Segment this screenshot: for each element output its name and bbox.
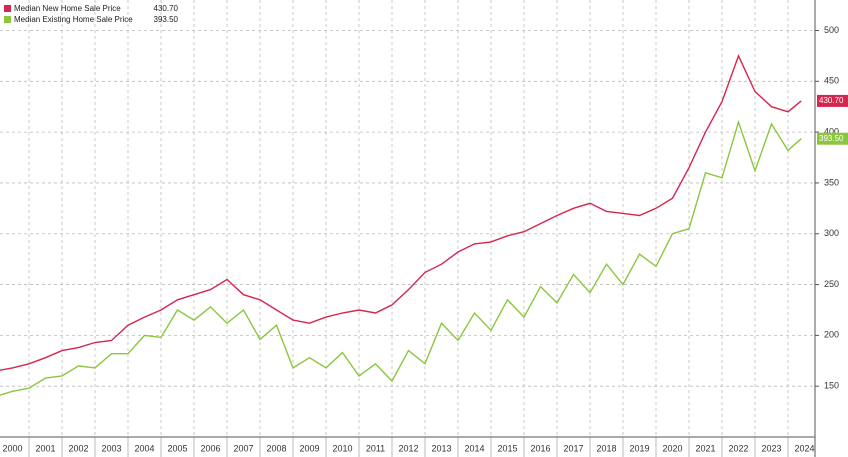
x-tick-label: 2001 (35, 443, 55, 453)
y-tick-label: 150 (824, 381, 839, 391)
x-tick-label: 2016 (530, 443, 550, 453)
value-tag-label: 430.70 (819, 96, 844, 105)
value-tag (817, 94, 848, 107)
y-tick-label: 500 (824, 25, 839, 35)
value-tag (817, 132, 848, 145)
y-tick-label: 350 (824, 177, 839, 187)
x-tick-label: 2009 (299, 443, 319, 453)
x-tick-label: 2006 (200, 443, 220, 453)
series-line (0, 54, 802, 371)
value-tag-label: 393.50 (819, 134, 844, 143)
series-line (0, 119, 802, 396)
x-tick-label: 2010 (332, 443, 352, 453)
x-tick-label: 2011 (366, 443, 385, 453)
y-tick-label: 300 (824, 228, 839, 238)
x-tick-label: 2007 (233, 443, 253, 453)
x-tick-label: 2002 (68, 443, 88, 453)
legend-label: Median Existing Home Sale Price (14, 15, 133, 24)
x-tick-label: 2024 (794, 443, 814, 453)
legend-value: 430.70 (154, 4, 179, 13)
x-tick-label: 2012 (398, 443, 418, 453)
y-tick-label: 250 (824, 279, 839, 289)
y-tick-label: 400 (824, 126, 839, 136)
x-tick-label: 2008 (266, 443, 286, 453)
x-tick-label: 2015 (497, 443, 517, 453)
x-tick-label: 2005 (167, 443, 187, 453)
x-tick-label: 2021 (695, 443, 715, 453)
x-tick-label: 2022 (728, 443, 748, 453)
x-tick-label: 2020 (662, 443, 682, 453)
x-tick-label: 2019 (629, 443, 649, 453)
x-tick-label: 2004 (134, 443, 154, 453)
x-tick-label: 2017 (563, 443, 583, 453)
y-tick-label: 450 (824, 76, 839, 86)
x-tick-label: 2018 (596, 443, 616, 453)
legend-label: Median New Home Sale Price (14, 4, 121, 13)
x-tick-label: 2003 (101, 443, 121, 453)
y-tick-label: 200 (824, 330, 839, 340)
x-tick-label: 2013 (431, 443, 451, 453)
x-tick-label: 2014 (464, 443, 484, 453)
legend-swatch (4, 5, 11, 12)
x-tick-label: 2023 (761, 443, 781, 453)
legend-value: 393.50 (154, 15, 179, 24)
legend-swatch (4, 16, 11, 23)
x-tick-label: 2000 (2, 443, 22, 453)
